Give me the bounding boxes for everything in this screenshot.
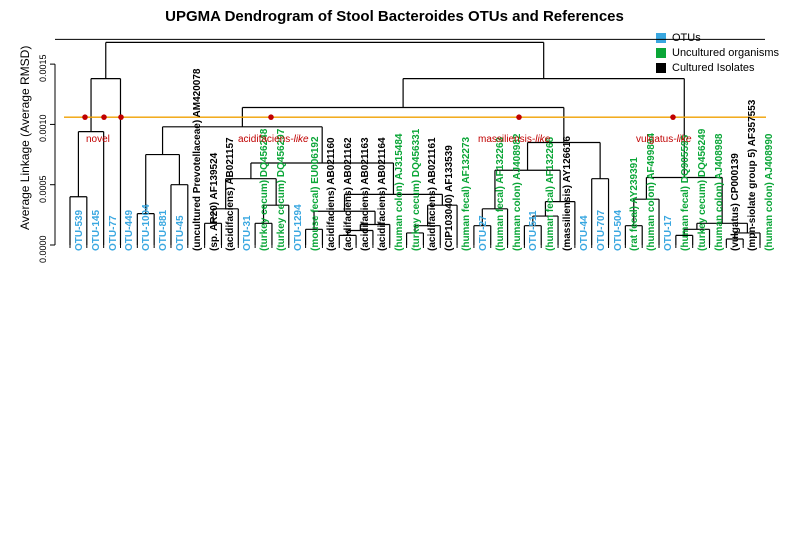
leaf-label: OTU-1004 bbox=[141, 204, 152, 251]
leaf-label: (human colon) AJ408988 bbox=[714, 134, 725, 251]
leaf-label: (acidifaciens) AB021162 bbox=[343, 137, 354, 251]
leaf-label: (vulgatus) CP000139 bbox=[730, 153, 741, 251]
leaf-label: (human fecal) AF132273 bbox=[461, 137, 472, 251]
cluster-annotation: acidifaciens-like bbox=[238, 134, 309, 145]
leaf-label: OTU-511 bbox=[528, 210, 539, 251]
cluster-annotation: vulgatus-like bbox=[636, 134, 692, 145]
cluster-annotation: novel bbox=[86, 134, 110, 145]
leaf-label: (human colon) AJ315484 bbox=[394, 134, 405, 251]
leaf-label: (mouse fecal) EU006192 bbox=[310, 136, 321, 251]
leaf-label: (sp. AR20) AF139524 bbox=[209, 153, 220, 251]
leaf-label: (acidifaciens) AB021164 bbox=[377, 137, 388, 251]
leaf-label: OTU-539 bbox=[74, 210, 85, 251]
leaf-label: (CIP103040) AF133539 bbox=[444, 145, 455, 251]
leaf-label: (acidifaciens) AB021163 bbox=[360, 137, 371, 251]
leaf-label: (human colon) AJ408990 bbox=[764, 134, 775, 251]
leaf-label: OTU-45 bbox=[175, 215, 186, 251]
leaf-label: OTU-145 bbox=[91, 210, 102, 251]
leaf-label: (acidifaciens) AB021157 bbox=[225, 137, 236, 251]
leaf-label: (turkey cecum) DQ456248 bbox=[259, 129, 270, 251]
leaf-label: OTU-17 bbox=[663, 215, 674, 251]
leaf-label: (acidifaciens) AB021160 bbox=[326, 137, 337, 251]
leaf-label: (turkey cecum) DQ456249 bbox=[697, 129, 708, 251]
leaf-label: OTU-27 bbox=[478, 215, 489, 251]
leaf-label: (acidifaciens) AB021161 bbox=[427, 137, 438, 251]
leaf-label: OTU-881 bbox=[158, 210, 169, 251]
cluster-annotation: massiliensis-like bbox=[478, 134, 550, 145]
leaf-label: (human colon) AJ408982 bbox=[512, 134, 523, 251]
leaf-label: OTU-44 bbox=[579, 215, 590, 251]
leaf-label: (turkey cecum) DQ456297 bbox=[276, 129, 287, 251]
leaf-label: (human colon) AF499894 bbox=[646, 133, 657, 251]
leaf-label: (rat fecal) AY239391 bbox=[629, 157, 640, 251]
leaf-label: (massiliensis) AY126616 bbox=[562, 136, 573, 251]
leaf-label: OTU-707 bbox=[596, 210, 607, 251]
leaf-label: (uncultured Prevotellaceae) AM420078 bbox=[192, 69, 203, 251]
leaf-label: (mpn-siolate group 5) AF357553 bbox=[747, 100, 758, 251]
leaf-label: (turkey cecum) DQ456331 bbox=[411, 129, 422, 251]
leaf-label: OTU-449 bbox=[124, 210, 135, 251]
leaf-label: OTU-31 bbox=[242, 215, 253, 251]
leaf-label: OTU-77 bbox=[108, 215, 119, 251]
leaf-label: OTU-1294 bbox=[293, 204, 304, 251]
leaf-label: (human fecal) AF132266 bbox=[545, 137, 556, 251]
leaf-label: (human fecal) AF132263 bbox=[495, 137, 506, 251]
leaf-label: OTU-504 bbox=[613, 210, 624, 251]
dendrogram-svg bbox=[0, 0, 789, 539]
leaf-label: (human fecal) DQ905595 bbox=[680, 135, 691, 251]
